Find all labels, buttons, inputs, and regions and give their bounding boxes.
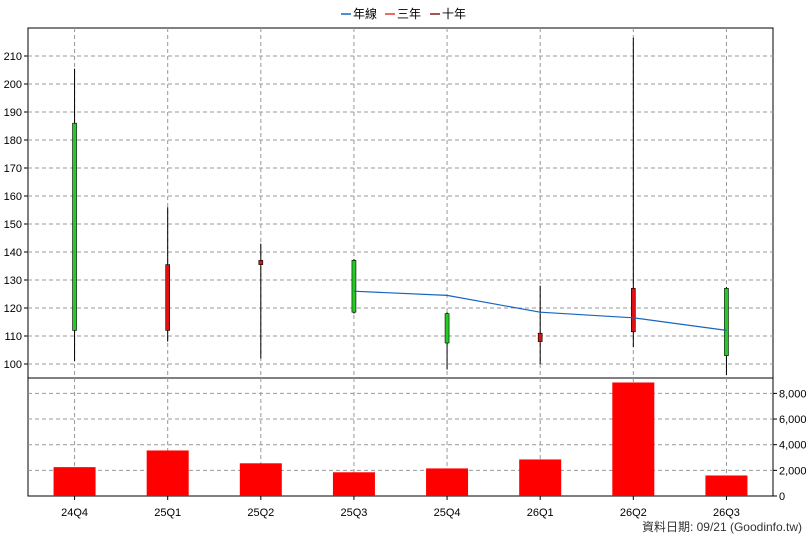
price-panel-frame [27,27,774,379]
price-tick-label: 160 [4,191,22,203]
price-tick-label: 140 [4,247,22,259]
price-y-axis: 100 110 120 130 140 150 160 170 180 190 200 210 [4,51,28,371]
volume-tick-label: 0 [779,491,785,503]
price-tick-label: 100 [4,359,22,371]
price-tick-label: 120 [4,303,22,315]
footer-source: 資料日期: 09/21 (Goodinfo.tw) [642,520,802,534]
candle-body [724,288,729,356]
volume-tick-label: 8,000 [779,388,807,400]
candlesticks [72,37,729,376]
volume-bar [146,450,189,496]
price-tick-label: 130 [4,275,22,287]
volume-bar [426,468,469,496]
candle-body [165,264,170,331]
volume-panel-frame [27,377,774,497]
volume-bar [519,459,562,496]
volume-tick-label: 2,000 [779,465,807,477]
x-tick-label: 25Q3 [340,507,367,519]
year-line-series [353,290,727,331]
x-tick-label: 26Q2 [620,507,647,519]
x-tick-label: 26Q3 [713,507,740,519]
x-tick-label: 26Q1 [527,507,554,519]
moving-average-lines [353,290,727,331]
x-tick-label: 25Q4 [434,507,461,519]
candle-body [631,288,636,333]
volume-bar [705,475,748,496]
x-axis: 24Q4 25Q1 25Q2 25Q3 25Q4 26Q1 26Q2 26Q3 [61,496,740,519]
x-tick-label: 24Q4 [61,507,88,519]
price-tick-label: 110 [4,331,22,343]
legend-label-year-line: 年線 [353,6,377,21]
x-tick-label: 25Q1 [154,507,181,519]
legend: 年線 三年 十年 [341,6,466,21]
price-tick-label: 170 [4,163,22,175]
x-tick-label: 25Q2 [247,507,274,519]
legend-label-three-year: 三年 [397,7,421,21]
price-tick-label: 180 [4,135,22,147]
legend-label-ten-year: 十年 [442,7,466,21]
price-tick-label: 190 [4,107,22,119]
volume-bar [332,472,375,496]
volume-y-axis: 0 2,000 4,000 6,000 8,000 [773,388,807,503]
candle-body [444,313,450,344]
candle-body [351,260,357,313]
volume-bar [612,382,655,496]
candle-body [537,332,543,342]
price-tick-label: 210 [4,51,22,63]
volume-bar [53,467,96,496]
price-tick-label: 150 [4,219,22,231]
candle-body [72,122,77,331]
candle-body [258,260,264,265]
volume-bars [53,382,748,496]
volume-tick-label: 4,000 [779,440,807,452]
volume-tick-label: 6,000 [779,414,807,426]
price-tick-label: 200 [4,79,22,91]
volume-bar [239,463,282,496]
